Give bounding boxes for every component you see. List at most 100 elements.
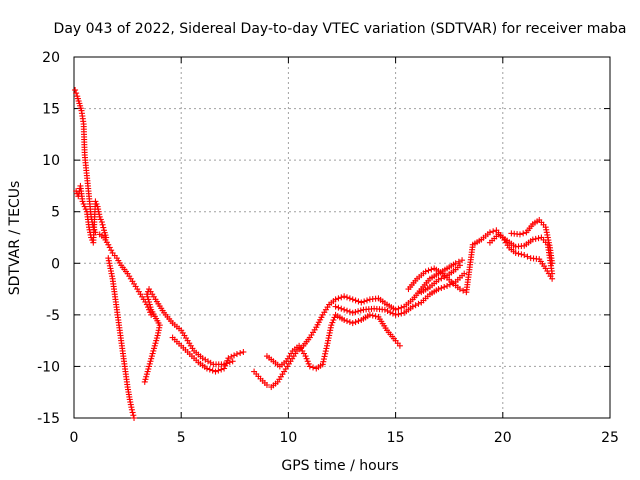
data-point bbox=[435, 286, 442, 293]
data-point bbox=[98, 219, 105, 226]
data-point bbox=[99, 221, 106, 228]
y-tick-label: 15 bbox=[42, 102, 60, 118]
data-point bbox=[332, 296, 339, 303]
x-tick-label: 15 bbox=[387, 430, 405, 446]
data-point bbox=[335, 304, 342, 311]
data-point bbox=[331, 314, 338, 321]
data-point bbox=[144, 368, 151, 375]
y-tick-label: 0 bbox=[51, 256, 60, 272]
data-point bbox=[456, 286, 463, 293]
data-point bbox=[205, 358, 211, 365]
data-point bbox=[146, 298, 153, 305]
data-point bbox=[395, 305, 402, 312]
data-point bbox=[338, 294, 345, 301]
data-point bbox=[529, 236, 536, 243]
data-point bbox=[215, 367, 222, 374]
data-point bbox=[148, 353, 155, 360]
data-point bbox=[460, 287, 467, 294]
data-point bbox=[521, 252, 528, 259]
data-point bbox=[535, 235, 542, 242]
data-point bbox=[105, 241, 112, 248]
data-point bbox=[438, 275, 445, 282]
data-point bbox=[153, 337, 160, 344]
data-point bbox=[352, 309, 359, 316]
data-point bbox=[152, 340, 159, 347]
data-point bbox=[425, 267, 432, 274]
data-point bbox=[515, 250, 522, 257]
axis-ticks bbox=[73, 56, 611, 419]
y-tick-label: -10 bbox=[37, 359, 60, 375]
data-point bbox=[142, 376, 149, 383]
data-point bbox=[146, 301, 153, 308]
data-point bbox=[441, 284, 448, 291]
data-point bbox=[147, 304, 154, 311]
data-point bbox=[335, 295, 342, 302]
data-point bbox=[344, 307, 351, 314]
gridlines bbox=[74, 57, 610, 418]
data-points bbox=[72, 87, 556, 421]
y-tick-label: -5 bbox=[46, 308, 60, 324]
data-point bbox=[320, 358, 327, 365]
data-point bbox=[355, 308, 362, 315]
data-point bbox=[147, 358, 154, 365]
data-point bbox=[455, 258, 462, 265]
y-tick-label: 20 bbox=[42, 50, 60, 66]
data-point bbox=[145, 296, 152, 303]
data-point bbox=[100, 224, 107, 231]
x-tick-label: 25 bbox=[601, 430, 619, 446]
data-point bbox=[341, 293, 348, 300]
data-point bbox=[323, 345, 330, 352]
data-point bbox=[524, 253, 531, 260]
data-point bbox=[221, 365, 228, 372]
data-point bbox=[146, 360, 153, 367]
y-tick-labels: -15 -10 -5 0 5 10 15 20 bbox=[37, 50, 60, 427]
data-point bbox=[346, 319, 353, 326]
data-point bbox=[328, 322, 335, 329]
data-point bbox=[143, 291, 150, 298]
data-point bbox=[129, 409, 136, 416]
data-point bbox=[330, 317, 337, 324]
data-point bbox=[344, 318, 351, 325]
data-point bbox=[486, 229, 493, 236]
data-point bbox=[396, 342, 403, 349]
data-point bbox=[209, 367, 216, 374]
data-point bbox=[341, 317, 348, 324]
data-point bbox=[203, 365, 210, 372]
data-point bbox=[415, 300, 422, 307]
data-point bbox=[218, 366, 225, 373]
data-point bbox=[79, 198, 86, 205]
data-point bbox=[306, 363, 313, 370]
data-point bbox=[229, 358, 236, 365]
data-point bbox=[332, 303, 339, 310]
data-point bbox=[322, 348, 329, 355]
data-point bbox=[395, 311, 402, 318]
y-tick-label: 10 bbox=[42, 153, 60, 169]
data-point bbox=[398, 310, 405, 317]
data-point bbox=[346, 295, 353, 302]
data-point bbox=[310, 364, 317, 371]
data-point bbox=[389, 310, 396, 317]
data-point bbox=[357, 307, 364, 314]
data-point bbox=[72, 87, 79, 94]
x-tick-labels: 0 5 10 15 20 25 bbox=[70, 430, 619, 446]
plot-frame bbox=[73, 56, 611, 419]
data-point bbox=[148, 306, 155, 313]
data-point bbox=[361, 298, 368, 305]
y-tick-label: -15 bbox=[37, 411, 60, 427]
data-point bbox=[338, 305, 345, 312]
data-point bbox=[355, 298, 362, 305]
data-point bbox=[233, 351, 240, 358]
x-tick-label: 0 bbox=[70, 430, 79, 446]
data-point bbox=[97, 216, 104, 223]
data-point bbox=[349, 296, 356, 303]
data-point bbox=[438, 285, 445, 292]
x-tick-label: 5 bbox=[177, 430, 186, 446]
data-point bbox=[366, 311, 373, 318]
data-point bbox=[304, 358, 311, 365]
data-point bbox=[516, 231, 523, 238]
data-point bbox=[392, 311, 399, 318]
data-point bbox=[145, 366, 152, 373]
data-point bbox=[153, 335, 160, 342]
data-point bbox=[81, 203, 88, 210]
data-point bbox=[143, 373, 150, 380]
